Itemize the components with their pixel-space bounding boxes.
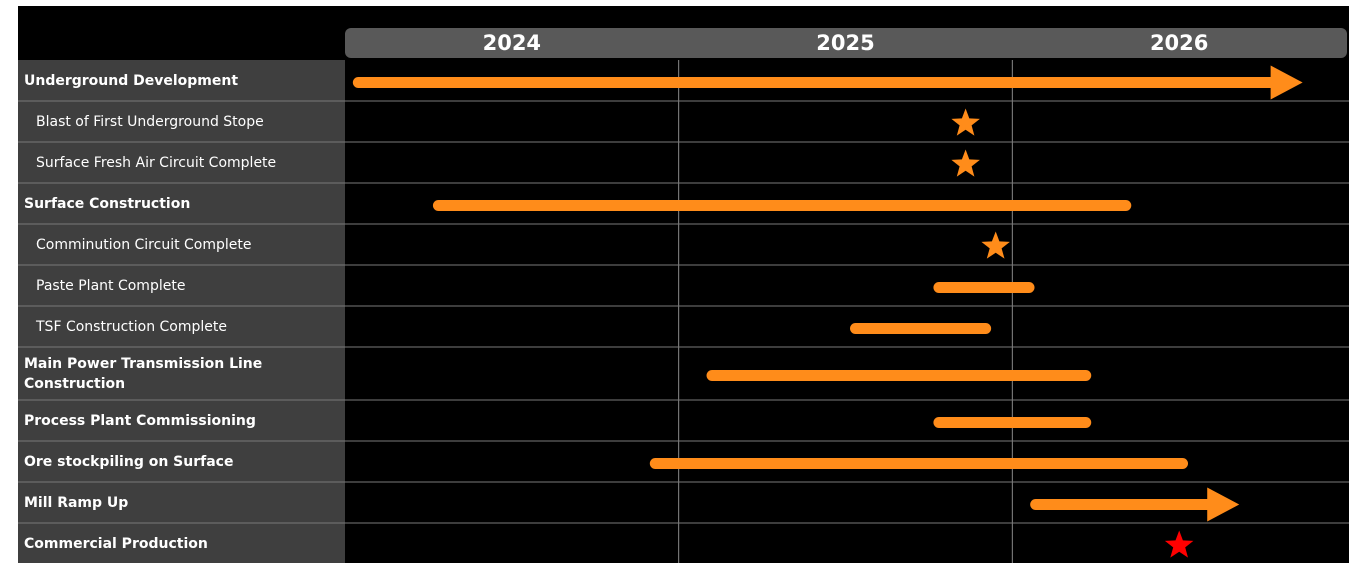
header-bar bbox=[345, 28, 1347, 58]
task-label: Commercial Production bbox=[24, 535, 208, 552]
task-label: Comminution Circuit Complete bbox=[36, 236, 252, 253]
task-label: Blast of First Underground Stope bbox=[36, 113, 264, 130]
x-tick-label: 2026 bbox=[1150, 31, 1208, 55]
task-label: Surface Construction bbox=[24, 195, 191, 212]
task-label: Paste Plant Complete bbox=[36, 277, 186, 294]
milestone bbox=[951, 108, 980, 136]
arrow-head bbox=[1207, 487, 1240, 522]
arrow-head bbox=[1270, 65, 1303, 100]
x-tick-label: 2024 bbox=[483, 31, 541, 55]
task-label: Process Plant Commissioning bbox=[24, 412, 256, 429]
task-label: Mill Ramp Up bbox=[24, 494, 129, 511]
milestone bbox=[1164, 530, 1194, 558]
milestone bbox=[951, 149, 980, 177]
task-label: Ore stockpiling on Surface bbox=[24, 453, 234, 470]
task-arrow bbox=[1030, 487, 1240, 522]
x-tick-label: 2025 bbox=[816, 31, 874, 55]
task-label: Underground Development bbox=[24, 72, 239, 89]
milestone bbox=[981, 231, 1010, 259]
label-column bbox=[18, 60, 345, 563]
task-arrow bbox=[352, 65, 1303, 100]
task-label: TSF Construction Complete bbox=[36, 318, 228, 335]
task-label: Surface Fresh Air Circuit Complete bbox=[36, 154, 277, 171]
task-label: Main Power Transmission Line Constructio… bbox=[24, 355, 263, 392]
